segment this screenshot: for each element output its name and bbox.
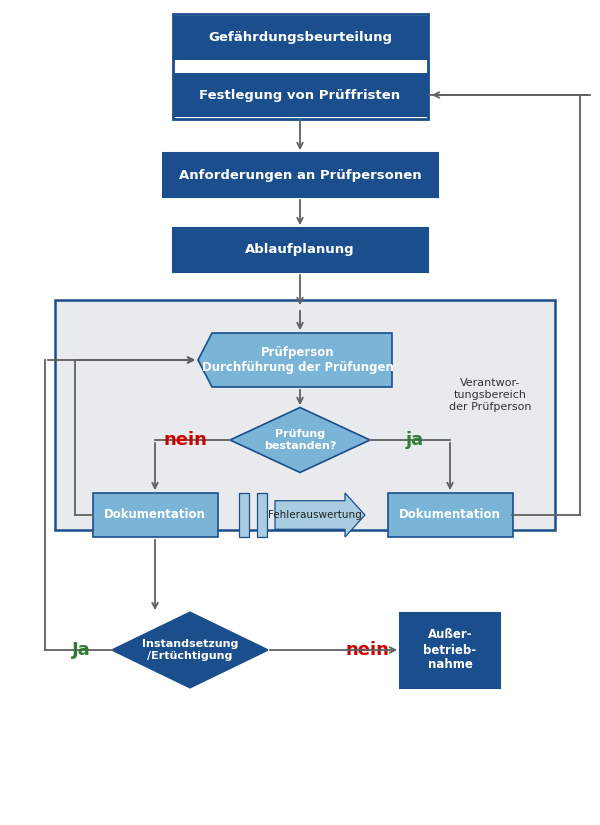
FancyBboxPatch shape <box>239 493 249 537</box>
Text: Gefährdungsbeurteilung: Gefährdungsbeurteilung <box>208 31 392 45</box>
Polygon shape <box>113 612 268 687</box>
FancyBboxPatch shape <box>163 153 437 197</box>
Text: Ja: Ja <box>71 641 91 659</box>
Polygon shape <box>275 493 365 537</box>
FancyBboxPatch shape <box>257 493 267 537</box>
FancyBboxPatch shape <box>173 73 427 117</box>
FancyBboxPatch shape <box>92 493 218 537</box>
Text: Verantwor-
tungsbereich
der Prüfperson: Verantwor- tungsbereich der Prüfperson <box>449 379 531 412</box>
Text: Prüfung
bestanden?: Prüfung bestanden? <box>264 429 336 450</box>
Text: Außer-
betrieb-
nahme: Außer- betrieb- nahme <box>424 629 476 672</box>
Text: Ablaufplanung: Ablaufplanung <box>245 243 355 257</box>
Text: Festlegung von Prüffristen: Festlegung von Prüffristen <box>199 88 401 101</box>
Polygon shape <box>230 408 370 473</box>
FancyBboxPatch shape <box>400 612 500 687</box>
Text: nein: nein <box>163 431 207 449</box>
Text: Anforderungen an Prüfpersonen: Anforderungen an Prüfpersonen <box>179 168 421 182</box>
Text: Instandsetzung
/Ertüchtigung: Instandsetzung /Ertüchtigung <box>142 639 238 661</box>
Polygon shape <box>198 333 392 387</box>
Text: Dokumentation: Dokumentation <box>399 508 501 521</box>
FancyBboxPatch shape <box>173 16 427 60</box>
Text: ja: ja <box>406 431 424 449</box>
FancyBboxPatch shape <box>388 493 512 537</box>
Text: Dokumentation: Dokumentation <box>104 508 206 521</box>
FancyBboxPatch shape <box>173 228 427 272</box>
Text: Prüfperson
Durchführung der Prüfungen: Prüfperson Durchführung der Prüfungen <box>202 346 394 374</box>
Text: nein: nein <box>345 641 389 659</box>
Text: Fehlerauswertung: Fehlerauswertung <box>268 510 362 520</box>
FancyBboxPatch shape <box>55 300 555 530</box>
